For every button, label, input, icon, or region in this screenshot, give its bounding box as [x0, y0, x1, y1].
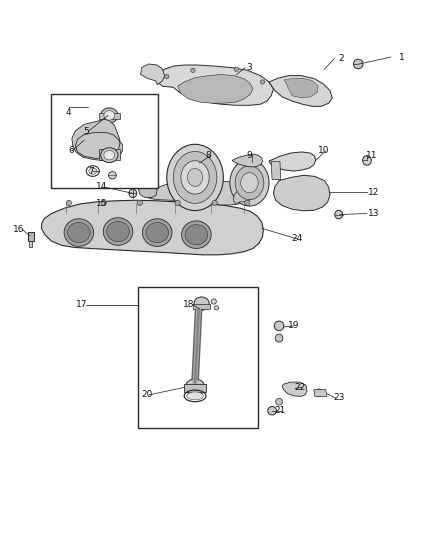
Polygon shape	[269, 76, 332, 107]
Ellipse shape	[103, 217, 133, 245]
Polygon shape	[184, 384, 206, 392]
Text: 18: 18	[183, 300, 194, 309]
Text: 24: 24	[292, 235, 303, 244]
Ellipse shape	[274, 321, 284, 330]
Ellipse shape	[187, 168, 203, 187]
Text: 9: 9	[247, 151, 252, 160]
Ellipse shape	[241, 173, 258, 193]
Ellipse shape	[235, 166, 264, 200]
Ellipse shape	[185, 224, 208, 245]
Polygon shape	[28, 232, 34, 241]
Polygon shape	[314, 390, 327, 397]
Ellipse shape	[137, 200, 142, 206]
Ellipse shape	[187, 392, 203, 400]
Text: 15: 15	[96, 199, 107, 208]
Polygon shape	[273, 175, 330, 211]
Ellipse shape	[245, 200, 250, 206]
Ellipse shape	[165, 75, 169, 79]
Text: 23: 23	[333, 393, 344, 402]
Polygon shape	[145, 181, 254, 205]
Polygon shape	[232, 154, 262, 167]
Ellipse shape	[173, 151, 217, 204]
Text: 14: 14	[96, 182, 107, 191]
Text: 8: 8	[205, 151, 211, 160]
Ellipse shape	[181, 161, 209, 194]
Polygon shape	[72, 119, 122, 160]
Ellipse shape	[185, 379, 205, 396]
Polygon shape	[178, 75, 253, 103]
Ellipse shape	[146, 222, 169, 243]
Text: 6: 6	[68, 147, 74, 156]
Ellipse shape	[89, 168, 97, 174]
Ellipse shape	[315, 389, 323, 397]
Polygon shape	[156, 65, 273, 106]
Text: 2: 2	[338, 54, 344, 63]
Text: 5: 5	[83, 127, 89, 136]
Text: 16: 16	[13, 225, 25, 234]
Bar	[138, 287, 258, 428]
Ellipse shape	[260, 80, 265, 84]
Ellipse shape	[67, 222, 90, 243]
Ellipse shape	[268, 407, 276, 415]
Ellipse shape	[109, 172, 116, 179]
Text: 7: 7	[88, 166, 93, 175]
Polygon shape	[99, 113, 120, 119]
Text: 11: 11	[367, 151, 378, 160]
Polygon shape	[141, 64, 165, 85]
Ellipse shape	[353, 59, 363, 69]
Polygon shape	[29, 241, 32, 247]
Ellipse shape	[107, 221, 129, 241]
Text: 20: 20	[141, 390, 153, 399]
Text: 19: 19	[288, 321, 300, 330]
Ellipse shape	[101, 148, 118, 163]
Text: 12: 12	[368, 188, 379, 197]
Ellipse shape	[335, 211, 343, 219]
Ellipse shape	[104, 150, 115, 160]
Text: 10: 10	[318, 147, 329, 156]
Ellipse shape	[363, 156, 371, 165]
Polygon shape	[233, 188, 253, 204]
Ellipse shape	[129, 189, 137, 198]
Ellipse shape	[64, 219, 94, 246]
Text: 1: 1	[399, 53, 405, 62]
Ellipse shape	[214, 306, 219, 310]
Ellipse shape	[276, 398, 283, 405]
Ellipse shape	[175, 200, 180, 206]
Polygon shape	[284, 78, 318, 98]
Polygon shape	[99, 149, 120, 160]
Polygon shape	[138, 184, 157, 198]
Polygon shape	[269, 152, 316, 171]
Text: 21: 21	[274, 406, 286, 415]
Polygon shape	[42, 200, 263, 255]
Text: 4: 4	[66, 108, 72, 117]
Ellipse shape	[101, 108, 118, 123]
Ellipse shape	[194, 297, 209, 310]
Ellipse shape	[211, 299, 216, 304]
Ellipse shape	[191, 68, 195, 72]
Text: 17: 17	[76, 300, 88, 309]
Ellipse shape	[234, 67, 239, 71]
Ellipse shape	[182, 221, 211, 248]
Ellipse shape	[275, 334, 283, 342]
Ellipse shape	[66, 200, 71, 206]
Polygon shape	[282, 382, 307, 397]
Ellipse shape	[101, 200, 106, 206]
Text: 22: 22	[294, 383, 305, 392]
Polygon shape	[193, 304, 210, 309]
Ellipse shape	[212, 200, 217, 206]
Ellipse shape	[167, 144, 223, 211]
Text: 13: 13	[368, 209, 379, 218]
Polygon shape	[271, 161, 281, 180]
Text: 3: 3	[247, 63, 252, 72]
Ellipse shape	[230, 159, 269, 206]
Ellipse shape	[142, 219, 172, 246]
Bar	[51, 94, 158, 188]
Ellipse shape	[104, 111, 115, 120]
